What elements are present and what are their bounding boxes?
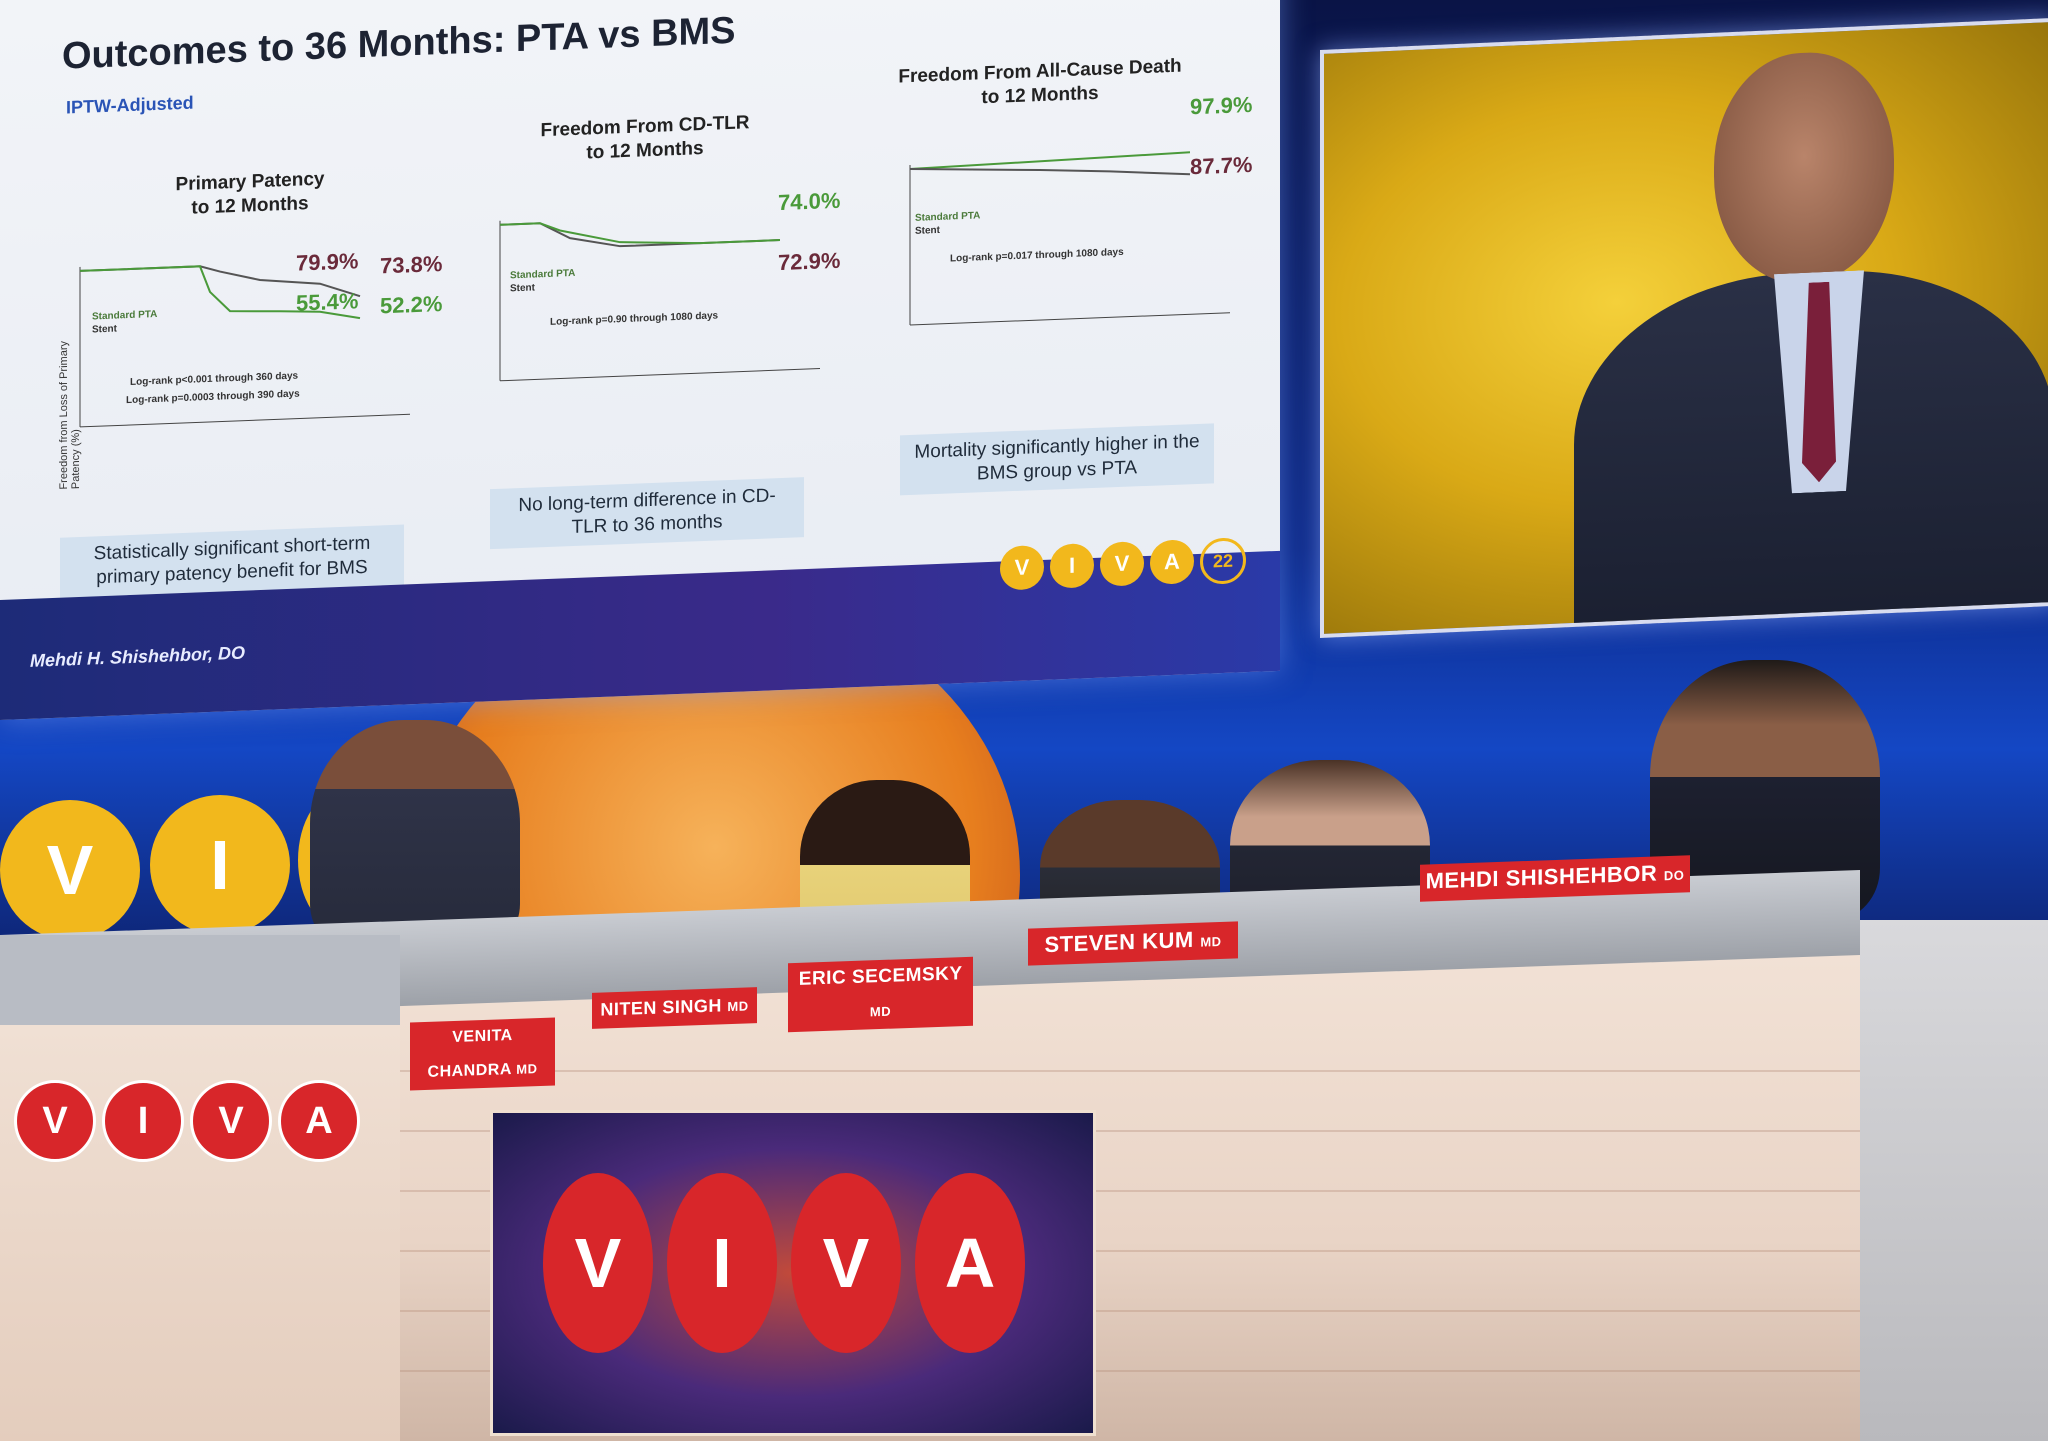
panel-primary-patency: Primary Patency to 12 Months Freedom fro… bbox=[20, 153, 450, 590]
logo-letter: V bbox=[1100, 541, 1144, 587]
nameplate-name: VENITA CHANDRA bbox=[427, 1026, 513, 1081]
desk-wave bbox=[0, 1070, 2048, 1072]
logo-letter: V bbox=[190, 1080, 272, 1162]
value-label: 79.9% bbox=[296, 248, 359, 276]
nameplate-suffix: DO bbox=[1663, 867, 1685, 884]
presenter-at-podium bbox=[310, 720, 520, 950]
nameplate-name: MEHDI SHISHEHBOR bbox=[1425, 860, 1658, 894]
panel-caption: No long-term difference in CD-TLR to 36 … bbox=[490, 477, 804, 550]
logo-letter: V bbox=[1000, 544, 1044, 591]
value-label: 55.4% bbox=[296, 288, 359, 316]
wall-logo-circle-i: I bbox=[150, 795, 290, 935]
logo-letter: I bbox=[1050, 542, 1094, 589]
value-label: 74.0% bbox=[778, 187, 841, 216]
value-label: 97.9% bbox=[1190, 91, 1253, 120]
logo-letter: V bbox=[14, 1080, 96, 1162]
logo-letter: I bbox=[102, 1080, 184, 1162]
nameplate-name: STEVEN KUM bbox=[1044, 926, 1194, 958]
nameplate-name: NITEN SINGH bbox=[600, 995, 722, 1020]
km-plot-cd-tlr bbox=[499, 220, 820, 382]
slide-title: Outcomes to 36 Months: PTA vs BMS bbox=[62, 9, 736, 78]
panel-title: Freedom From All-Cause Death to 12 Month… bbox=[890, 54, 1190, 114]
desk-right-end bbox=[1860, 920, 2048, 1441]
km-plot-patency bbox=[79, 265, 410, 428]
slide-viva-logo: V I V A 22 bbox=[1000, 537, 1246, 592]
value-label: 72.9% bbox=[778, 247, 841, 276]
value-label: 52.2% bbox=[380, 291, 443, 319]
panel-cd-tlr: Freedom From CD-TLR to 12 Months Standar… bbox=[440, 87, 860, 523]
logo-letter: I bbox=[667, 1173, 777, 1353]
nameplate-suffix: MD bbox=[727, 998, 749, 1015]
panel-caption: Mortality significantly higher in the BM… bbox=[900, 423, 1214, 496]
legend-stent: Stent bbox=[915, 224, 940, 237]
logo-letter: V bbox=[543, 1173, 653, 1353]
nameplate-suffix: MD bbox=[869, 1003, 892, 1020]
banner-logo: V I V A bbox=[543, 1173, 1025, 1353]
slide-subtitle: IPTW-Adjusted bbox=[66, 92, 194, 118]
nameplate-suffix: MD bbox=[516, 1061, 538, 1077]
logo-letter: A bbox=[915, 1173, 1025, 1353]
wall-logo-circle-v: V bbox=[0, 800, 140, 940]
legend-stent: Stent bbox=[92, 323, 117, 336]
speaker-video-screen bbox=[1320, 17, 2048, 639]
nameplate: STEVEN KUM MD bbox=[1028, 921, 1238, 966]
panel-title: Freedom From CD-TLR to 12 Months bbox=[520, 110, 770, 168]
y-axis-label: Freedom from Loss of Primary Patency (%) bbox=[58, 340, 82, 490]
nameplate: ERIC SECEMSKY MD bbox=[788, 956, 973, 1033]
value-label: 73.8% bbox=[380, 251, 443, 279]
logo-letter: A bbox=[278, 1080, 360, 1162]
presentation-slide: Outcomes to 36 Months: PTA vs BMS IPTW-A… bbox=[0, 0, 1280, 721]
logo-letter: A bbox=[1150, 539, 1194, 585]
logo-letter: V bbox=[791, 1173, 901, 1353]
podium-viva-logo: V I V A bbox=[14, 1080, 360, 1162]
logo-badge: 22 bbox=[1200, 537, 1246, 585]
speaker-head bbox=[1714, 48, 1894, 287]
nameplate-name: ERIC SECEMSKY bbox=[798, 963, 963, 990]
panel-all-cause-death: Freedom From All-Cause Death to 12 Month… bbox=[850, 31, 1270, 467]
panel-title: Primary Patency to 12 Months bbox=[130, 166, 370, 223]
podium bbox=[0, 935, 400, 1441]
nameplate: NITEN SINGH MD bbox=[592, 987, 757, 1029]
nameplate-suffix: MD bbox=[1200, 933, 1222, 950]
km-plot-death bbox=[909, 151, 1230, 326]
value-label: 87.7% bbox=[1190, 151, 1253, 180]
desk-viva-banner: V I V A bbox=[490, 1110, 1096, 1436]
nameplate: VENITA CHANDRA MD bbox=[410, 1017, 555, 1091]
legend-stent: Stent bbox=[510, 282, 535, 295]
